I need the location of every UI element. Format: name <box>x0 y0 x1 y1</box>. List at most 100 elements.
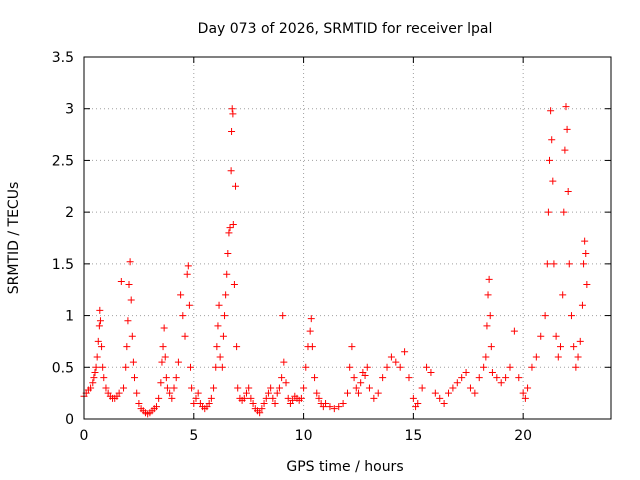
data-point <box>177 291 185 299</box>
data-point <box>350 374 358 382</box>
data-point <box>379 374 387 382</box>
data-point <box>427 368 435 376</box>
data-point <box>219 332 227 340</box>
data-point <box>186 363 194 371</box>
data-point <box>162 374 170 382</box>
data-point <box>96 317 104 325</box>
data-point <box>581 237 589 245</box>
data-point <box>537 332 545 340</box>
data-point <box>396 363 404 371</box>
data-point <box>227 167 235 175</box>
data-point <box>128 332 136 340</box>
data-point <box>462 368 470 376</box>
data-point <box>98 343 106 351</box>
data-point <box>282 379 290 387</box>
data-point <box>445 389 453 397</box>
data-point <box>339 399 347 407</box>
data-point <box>313 389 321 397</box>
data-point <box>576 337 584 345</box>
data-point <box>346 363 354 371</box>
data-point <box>123 343 131 351</box>
data-point <box>213 343 221 351</box>
data-point <box>418 384 426 392</box>
data-point <box>160 324 168 332</box>
x-tick-label: 0 <box>80 428 89 444</box>
data-point <box>370 394 378 402</box>
data-point <box>273 389 281 397</box>
data-point <box>423 363 431 371</box>
data-point <box>183 270 191 278</box>
data-point <box>135 399 143 407</box>
data-point <box>99 363 107 371</box>
data-point <box>583 281 591 289</box>
data-point <box>280 358 288 366</box>
data-point <box>181 332 189 340</box>
plot-frame <box>83 56 612 420</box>
data-point <box>229 110 237 118</box>
data-point <box>552 332 560 340</box>
data-point <box>405 374 413 382</box>
data-point <box>493 374 501 382</box>
points-layer <box>80 103 591 418</box>
data-point <box>330 405 338 413</box>
data-point <box>207 394 215 402</box>
data-point <box>163 384 171 392</box>
data-point <box>133 389 141 397</box>
data-point <box>214 322 222 330</box>
data-point <box>487 343 495 351</box>
data-point <box>240 394 248 402</box>
data-point <box>361 372 369 380</box>
data-point <box>335 403 343 411</box>
data-point <box>352 384 360 392</box>
data-point <box>466 384 474 392</box>
data-point <box>229 221 237 229</box>
y-tick-label: 3.5 <box>52 50 74 66</box>
data-point <box>556 343 564 351</box>
data-point <box>256 409 264 417</box>
data-point <box>510 327 518 335</box>
data-point <box>258 405 266 413</box>
data-point <box>102 384 110 392</box>
data-point <box>249 399 257 407</box>
data-point <box>374 389 382 397</box>
data-point <box>471 389 479 397</box>
data-point <box>224 250 232 258</box>
data-point <box>221 312 229 320</box>
data-point <box>284 394 292 402</box>
data-point <box>226 224 234 232</box>
data-point <box>125 281 133 289</box>
data-point <box>488 368 496 376</box>
data-point <box>152 403 160 411</box>
data-point <box>544 208 552 216</box>
data-point <box>580 260 588 268</box>
data-point <box>161 353 169 361</box>
data-point <box>440 399 448 407</box>
data-point <box>550 260 558 268</box>
data-point <box>190 399 198 407</box>
data-point <box>548 136 556 144</box>
data-point <box>401 348 409 356</box>
y-tick-label: 1 <box>65 309 74 325</box>
data-point <box>225 229 233 237</box>
data-point <box>484 291 492 299</box>
data-point <box>578 301 586 309</box>
data-point <box>387 353 395 361</box>
data-point <box>172 374 180 382</box>
data-point <box>528 363 536 371</box>
data-point <box>570 343 578 351</box>
data-point <box>245 384 253 392</box>
data-point <box>365 384 373 392</box>
data-point <box>179 312 187 320</box>
data-point <box>96 306 104 314</box>
data-point <box>502 374 510 382</box>
x-tick-label: 5 <box>189 428 198 444</box>
data-point <box>354 389 362 397</box>
data-point <box>127 296 135 304</box>
data-point <box>230 281 238 289</box>
data-point <box>414 399 422 407</box>
data-point <box>458 374 466 382</box>
data-point <box>506 363 514 371</box>
data-point <box>562 103 570 111</box>
x-axis-label: GPS time / hours <box>286 459 403 475</box>
